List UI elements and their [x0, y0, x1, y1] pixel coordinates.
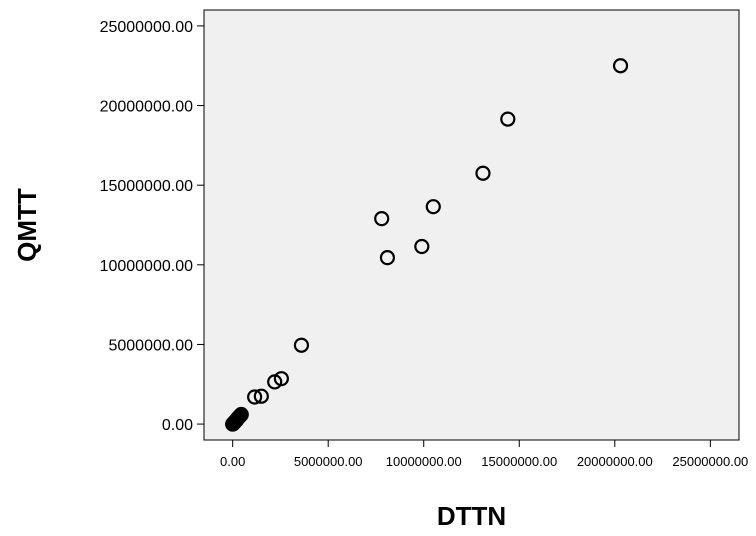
x-axis: 0.00 5000000.00 10000000.00 15000000.00 2000… [220, 440, 748, 469]
x-axis-title: DTTN [437, 501, 506, 531]
y-tick-label: 10000000.00 [100, 258, 194, 275]
data-point [475, 165, 491, 181]
y-tick-label: 15000000.00 [100, 178, 194, 195]
data-point [379, 250, 396, 266]
data-points [225, 58, 629, 432]
data-point [247, 389, 263, 405]
data-point [253, 388, 269, 404]
x-tick-label: 15000000.00 [481, 454, 557, 469]
x-tick-label: 25000000.00 [672, 454, 748, 469]
y-axis-title: QMTT [12, 188, 42, 262]
x-tick-label: 20000000.00 [577, 454, 653, 469]
y-tick-label: 20000000.00 [100, 99, 194, 116]
y-tick-label: 0.00 [162, 417, 193, 434]
data-point [374, 211, 390, 227]
data-point [414, 238, 430, 255]
plot-area [203, 9, 740, 441]
y-tick-label: 5000000.00 [108, 337, 193, 354]
data-point [233, 406, 249, 423]
data-point [293, 337, 310, 353]
data-point [500, 111, 516, 127]
data-point [273, 371, 289, 387]
data-point [425, 199, 441, 215]
x-tick-label: 10000000.00 [386, 454, 462, 469]
data-point [612, 58, 629, 74]
y-tick-label: 25000000.00 [100, 19, 194, 36]
y-axis: 0.00 5000000.00 10000000.00 15000000.00 2000… [100, 19, 204, 434]
x-tick-label: 0.00 [220, 454, 245, 469]
x-tick-label: 5000000.00 [294, 454, 363, 469]
